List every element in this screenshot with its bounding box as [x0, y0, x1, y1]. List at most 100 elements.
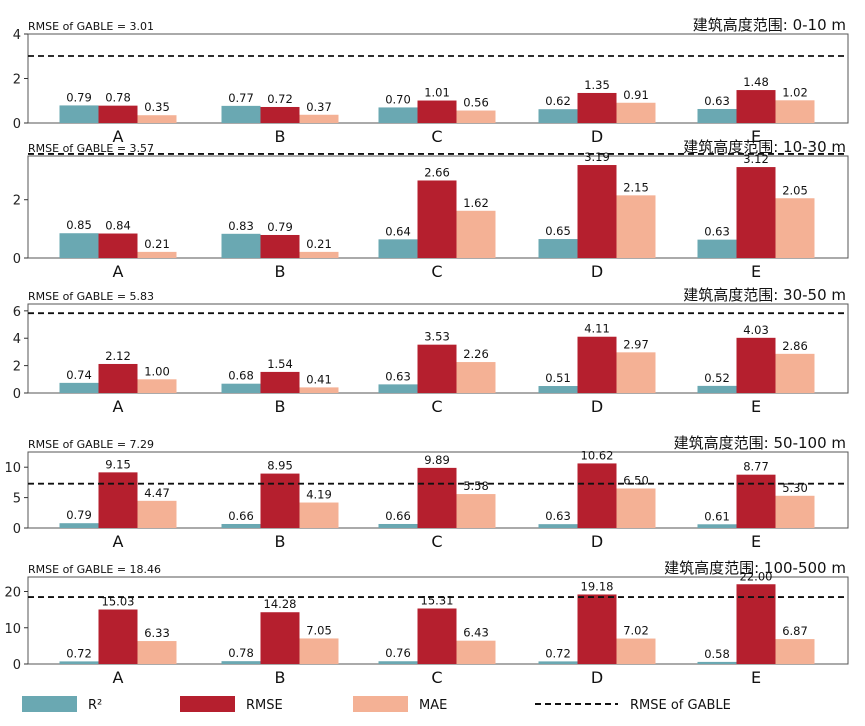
mae-bar	[616, 195, 656, 258]
legend-mae-swatch	[353, 696, 408, 712]
r2-value-label: 0.51	[545, 371, 571, 385]
y-tick-label: 5	[13, 492, 21, 507]
mae-bar	[616, 638, 656, 664]
y-tick-label: 0	[13, 387, 21, 402]
y-tick-label: 2	[13, 360, 21, 375]
r2-value-label: 0.79	[66, 90, 92, 104]
r2-bar	[59, 382, 99, 393]
mae-value-label: 4.47	[144, 486, 170, 500]
r2-value-label: 0.78	[228, 646, 254, 660]
mae-value-label: 1.00	[144, 364, 170, 378]
r2-bar	[697, 661, 737, 664]
rmse-value-label: 9.89	[424, 453, 450, 467]
rmse-bar	[260, 473, 300, 528]
category-label: C	[431, 668, 442, 687]
mae-bar	[775, 639, 815, 664]
mae-bar	[137, 251, 177, 258]
r2-bar	[697, 239, 737, 258]
rmse-bar	[260, 234, 300, 258]
r2-bar	[59, 661, 99, 664]
rmse-bar	[98, 233, 138, 258]
r2-bar	[697, 108, 737, 123]
r2-value-label: 0.63	[545, 509, 571, 523]
r2-bar	[378, 661, 418, 664]
category-label: B	[275, 668, 286, 687]
legend-gable-label: RMSE of GABLE	[630, 698, 731, 713]
category-label: A	[113, 262, 124, 281]
mae-bar	[299, 251, 339, 258]
mae-value-label: 0.21	[306, 237, 332, 251]
mae-value-label: 0.91	[623, 88, 649, 102]
rmse-value-label: 4.11	[584, 322, 610, 336]
y-tick-label: 10	[4, 461, 21, 476]
r2-value-label: 0.62	[545, 94, 571, 108]
y-tick-label: 20	[4, 586, 21, 601]
category-label: E	[751, 127, 761, 146]
category-label: E	[751, 397, 761, 416]
r2-bar	[538, 109, 578, 123]
mae-value-label: 7.02	[623, 624, 649, 638]
r2-value-label: 0.66	[228, 509, 254, 523]
rmse-value-label: 10.62	[581, 448, 614, 462]
r2-value-label: 0.63	[704, 225, 730, 239]
panel-title: 建筑高度范围: 0-10 m	[693, 16, 846, 34]
r2-bar	[59, 105, 99, 123]
gable-rmse-label: RMSE of GABLE = 3.57	[28, 142, 154, 155]
mae-value-label: 5.58	[463, 479, 489, 493]
rmse-value-label: 0.84	[105, 219, 131, 233]
mae-value-label: 2.26	[463, 347, 489, 361]
rmse-bar	[417, 180, 457, 258]
gable-rmse-label: RMSE of GABLE = 7.29	[28, 438, 154, 451]
r2-bar	[59, 233, 99, 258]
mae-bar	[299, 114, 339, 123]
r2-value-label: 0.76	[385, 646, 411, 660]
panel-title: 建筑高度范围: 100-500 m	[664, 559, 846, 577]
r2-bar	[221, 383, 261, 393]
r2-value-label: 0.85	[66, 218, 92, 232]
rmse-bar	[577, 594, 617, 664]
mae-bar	[456, 210, 496, 258]
r2-bar	[221, 233, 261, 258]
category-label: C	[431, 262, 442, 281]
mae-bar	[456, 362, 496, 393]
mae-bar	[616, 488, 656, 528]
mae-value-label: 6.33	[144, 626, 170, 640]
legend-r2-swatch	[22, 696, 77, 712]
y-tick-label: 0	[13, 658, 21, 673]
gable-rmse-label: RMSE of GABLE = 5.83	[28, 290, 154, 303]
r2-bar	[59, 523, 99, 528]
rmse-bar	[260, 612, 300, 664]
rmse-value-label: 2.66	[424, 165, 450, 179]
category-label: B	[275, 262, 286, 281]
r2-bar	[378, 239, 418, 258]
rmse-bar	[98, 105, 138, 123]
r2-bar	[538, 239, 578, 258]
rmse-value-label: 3.19	[584, 150, 610, 164]
r2-bar	[378, 107, 418, 123]
rmse-value-label: 9.15	[105, 457, 131, 471]
mae-value-label: 4.19	[306, 488, 332, 502]
category-label: A	[113, 397, 124, 416]
mae-bar	[616, 352, 656, 393]
r2-bar	[221, 523, 261, 528]
mae-bar	[775, 353, 815, 393]
r2-value-label: 0.63	[704, 94, 730, 108]
legend-rmse-swatch	[180, 696, 235, 712]
category-label: B	[275, 397, 286, 416]
category-label: E	[751, 532, 761, 551]
y-tick-label: 0	[13, 252, 21, 267]
panel-title: 建筑高度范围: 30-50 m	[683, 286, 846, 304]
gable-rmse-label: RMSE of GABLE = 3.01	[28, 20, 154, 33]
mae-bar	[137, 641, 177, 664]
rmse-value-label: 4.03	[743, 323, 769, 337]
rmse-bar	[98, 609, 138, 664]
rmse-value-label: 1.01	[424, 86, 450, 100]
r2-bar	[697, 385, 737, 393]
mae-bar	[775, 100, 815, 123]
mae-value-label: 6.87	[782, 624, 808, 638]
rmse-bar	[577, 336, 617, 393]
r2-value-label: 0.83	[228, 219, 254, 233]
r2-value-label: 0.72	[545, 646, 571, 660]
r2-value-label: 0.74	[66, 368, 92, 382]
